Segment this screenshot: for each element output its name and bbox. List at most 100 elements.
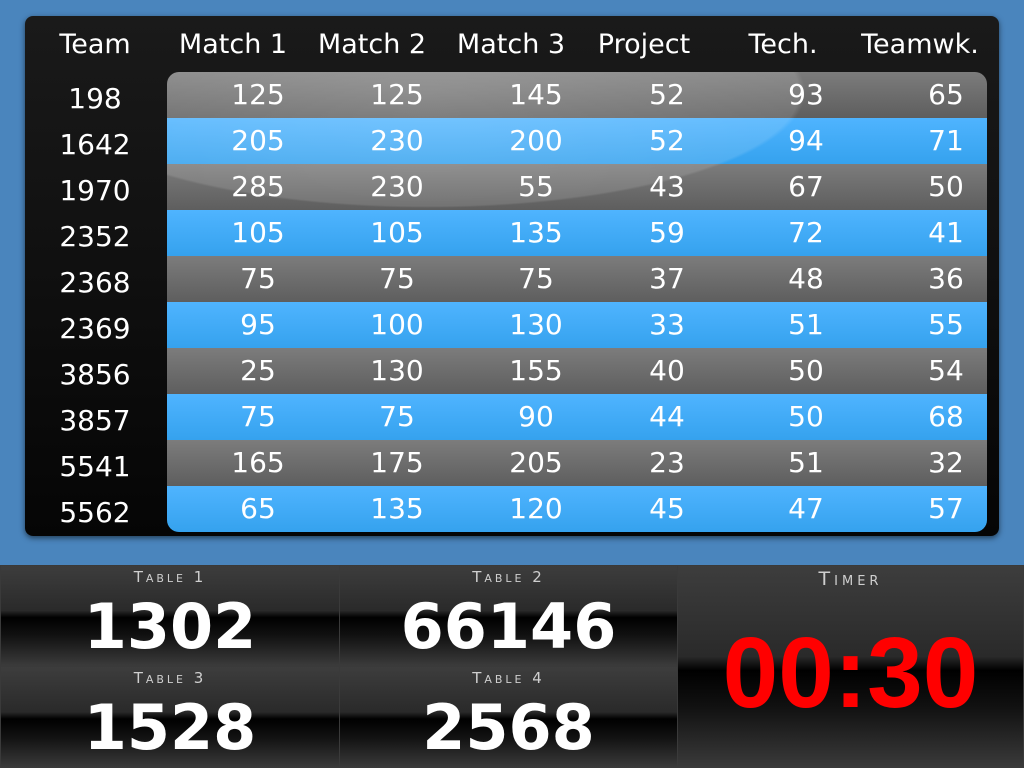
score-cell: 68 bbox=[928, 400, 964, 433]
score-cell: 32 bbox=[928, 446, 964, 479]
table-row: 65 135 120 45 47 57 bbox=[167, 486, 987, 532]
column-header-match-3: Match 3 bbox=[456, 29, 566, 60]
score-cell: 51 bbox=[788, 308, 824, 341]
table-row: 205 230 200 52 94 71 bbox=[167, 118, 987, 164]
table-1-label: Table 1 bbox=[133, 568, 207, 586]
score-cell: 50 bbox=[788, 400, 824, 433]
team-column: 198 1642 1970 2352 2368 2369 3856 3857 5541 5562 bbox=[25, 16, 165, 536]
score-cell: 100 bbox=[370, 308, 424, 341]
score-cell: 43 bbox=[649, 170, 685, 203]
score-cell: 25 bbox=[240, 354, 276, 387]
score-cell: 71 bbox=[928, 124, 964, 157]
score-cell: 205 bbox=[231, 124, 285, 157]
score-cell: 55 bbox=[518, 170, 554, 203]
score-cell: 50 bbox=[788, 354, 824, 387]
score-cell: 37 bbox=[649, 262, 685, 295]
score-cell: 48 bbox=[788, 262, 824, 295]
table-3-score: 1528 bbox=[83, 691, 257, 764]
column-header-tech: Tech. bbox=[748, 29, 818, 60]
table-row: 75 75 75 37 48 36 bbox=[167, 256, 987, 302]
team-number: 2352 bbox=[59, 220, 131, 253]
score-cell: 90 bbox=[518, 400, 554, 433]
score-cell: 52 bbox=[649, 78, 685, 111]
team-number: 2369 bbox=[59, 312, 131, 345]
table-1-tile: Table 1 1302 bbox=[0, 565, 340, 666]
score-cell: 33 bbox=[649, 308, 685, 341]
table-row: 25 130 155 40 50 54 bbox=[167, 348, 987, 394]
score-cell: 145 bbox=[509, 78, 563, 111]
score-cell: 130 bbox=[509, 308, 563, 341]
score-cell: 65 bbox=[240, 492, 276, 525]
score-cell: 41 bbox=[928, 216, 964, 249]
score-cell: 155 bbox=[509, 354, 563, 387]
score-cell: 23 bbox=[649, 446, 685, 479]
score-cell: 65 bbox=[928, 78, 964, 111]
score-cell: 125 bbox=[370, 78, 424, 111]
score-cell: 230 bbox=[370, 124, 424, 157]
team-number: 3857 bbox=[59, 404, 131, 437]
table-row: 75 75 90 44 50 68 bbox=[167, 394, 987, 440]
score-cell: 59 bbox=[649, 216, 685, 249]
column-header-match-1: Match 1 bbox=[178, 29, 288, 60]
team-number: 5541 bbox=[59, 450, 131, 483]
column-header-team: Team bbox=[59, 29, 131, 60]
score-cell: 45 bbox=[649, 492, 685, 525]
score-cell: 75 bbox=[240, 262, 276, 295]
score-cell: 54 bbox=[928, 354, 964, 387]
score-cell: 200 bbox=[509, 124, 563, 157]
column-header-teamwork: Teamwk. bbox=[861, 29, 979, 60]
score-cell: 135 bbox=[370, 492, 424, 525]
score-rows: 125 125 145 52 93 65 205 230 200 52 94 71 285 230 55 43… bbox=[167, 72, 987, 532]
table-3-label: Table 3 bbox=[133, 669, 207, 687]
score-cell: 67 bbox=[788, 170, 824, 203]
table-row: 105 105 135 59 72 41 bbox=[167, 210, 987, 256]
table-row: 125 125 145 52 93 65 bbox=[167, 72, 987, 118]
score-cell: 93 bbox=[788, 78, 824, 111]
scoreboard-panel: Team Match 1 Match 2 Match 3 Project Tec… bbox=[25, 16, 999, 536]
score-cell: 75 bbox=[240, 400, 276, 433]
column-header-project: Project bbox=[597, 29, 691, 60]
score-cell: 36 bbox=[928, 262, 964, 295]
score-cell: 50 bbox=[928, 170, 964, 203]
table-row: 285 230 55 43 67 50 bbox=[167, 164, 987, 210]
score-cell: 230 bbox=[370, 170, 424, 203]
team-number: 3856 bbox=[59, 358, 131, 391]
team-number: 1970 bbox=[59, 174, 131, 207]
score-cell: 175 bbox=[370, 446, 424, 479]
team-number: 5562 bbox=[59, 496, 131, 529]
score-cell: 75 bbox=[379, 400, 415, 433]
score-cell: 72 bbox=[788, 216, 824, 249]
timer-tile: Timer 00:30 bbox=[677, 565, 1024, 768]
column-header-match-2: Match 2 bbox=[317, 29, 427, 60]
team-number: 198 bbox=[68, 82, 122, 115]
table-2-label: Table 2 bbox=[472, 568, 545, 586]
score-cell: 44 bbox=[649, 400, 685, 433]
score-cell: 51 bbox=[788, 446, 824, 479]
score-cell: 95 bbox=[240, 308, 276, 341]
score-cell: 120 bbox=[509, 492, 563, 525]
table-row: 165 175 205 23 51 32 bbox=[167, 440, 987, 486]
score-cell: 105 bbox=[370, 216, 424, 249]
score-cell: 75 bbox=[379, 262, 415, 295]
score-cell: 40 bbox=[649, 354, 685, 387]
table-4-tile: Table 4 2568 bbox=[339, 666, 678, 768]
score-cell: 94 bbox=[788, 124, 824, 157]
table-4-score: 2568 bbox=[422, 691, 595, 764]
score-cell: 52 bbox=[649, 124, 685, 157]
timer-label: Timer bbox=[818, 568, 883, 590]
score-cell: 130 bbox=[370, 354, 424, 387]
score-cell: 47 bbox=[788, 492, 824, 525]
table-4-label: Table 4 bbox=[472, 669, 545, 687]
table-1-score: 1302 bbox=[83, 590, 257, 663]
team-number: 1642 bbox=[59, 128, 131, 161]
score-cell: 205 bbox=[509, 446, 563, 479]
timer-value: 00:30 bbox=[722, 617, 979, 729]
team-number: 2368 bbox=[59, 266, 131, 299]
table-2-tile: Table 2 66146 bbox=[339, 565, 678, 666]
score-cell: 135 bbox=[509, 216, 563, 249]
score-cell: 285 bbox=[231, 170, 285, 203]
score-cell: 55 bbox=[928, 308, 964, 341]
score-cell: 125 bbox=[231, 78, 285, 111]
table-2-score: 66146 bbox=[400, 590, 617, 663]
table-3-tile: Table 3 1528 bbox=[0, 666, 340, 768]
